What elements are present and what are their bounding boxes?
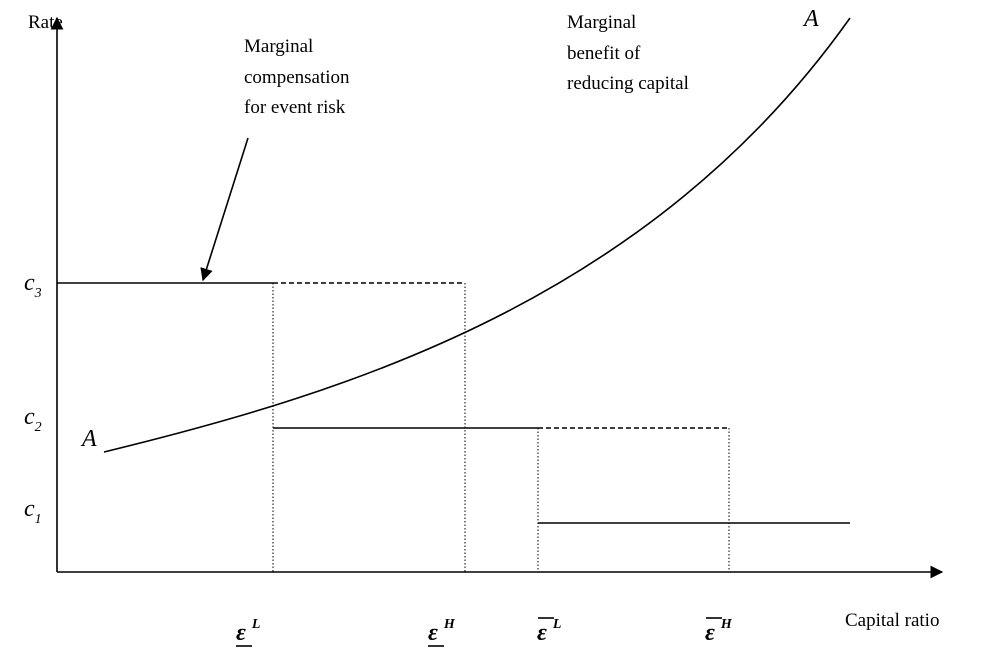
annotation-line: benefit of (567, 43, 641, 64)
pointer-arrow (200, 137, 249, 282)
annotation-line: reducing capital (567, 73, 689, 94)
annotation-line: for event risk (244, 97, 346, 118)
annotation-line: compensation (244, 67, 350, 88)
x-axis-label: Capital ratio (845, 610, 939, 631)
annotation-line: Marginal (567, 12, 636, 33)
curve-label: A (80, 426, 97, 452)
annotation-line: Marginal (244, 36, 313, 57)
benefit-curve (103, 17, 851, 453)
y-level-label: c3 (24, 270, 42, 301)
y-axis-label: Rate (28, 12, 63, 33)
y-level-label: c2 (24, 404, 42, 435)
curve-label: A (802, 6, 819, 32)
y-level-label: c1 (24, 496, 42, 527)
